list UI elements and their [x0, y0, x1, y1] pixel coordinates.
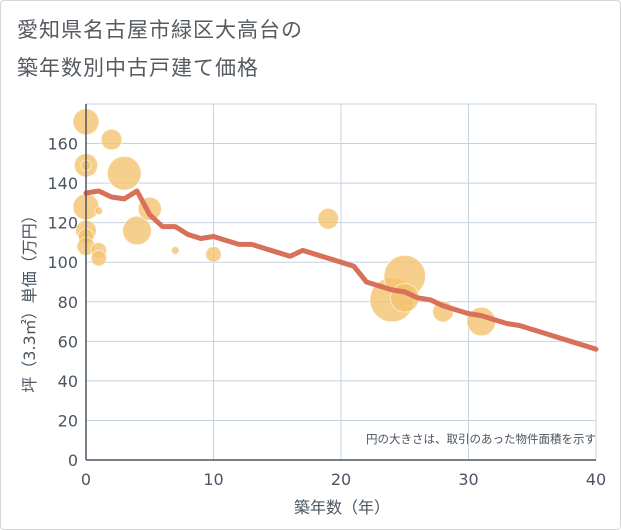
tick-labels: 0 10 20 30 40 0 20 40 60 80 100 120 140 160	[47, 135, 606, 489]
x-axis-label: 築年数（年）	[294, 498, 390, 517]
bubble-point	[170, 245, 180, 255]
bubble-point	[205, 246, 222, 263]
y-tick-label: 100	[47, 253, 78, 272]
bubble-point	[317, 207, 340, 230]
x-tick-label: 20	[331, 470, 351, 489]
x-tick-label: 10	[203, 470, 223, 489]
average-price-line	[83, 188, 599, 352]
x-tick-label: 30	[458, 470, 478, 489]
x-tick-label: 40	[586, 470, 606, 489]
y-tick-label: 60	[58, 332, 78, 351]
y-tick-label: 160	[47, 135, 78, 154]
bubble-size-note: 円の大きさは、取引のあった物件面積を示す	[366, 432, 596, 446]
bubble-point	[94, 206, 104, 216]
chart-title-line-1: 愛知県名古屋市緑区大高台の	[17, 18, 303, 42]
y-tick-label: 0	[68, 451, 78, 470]
y-tick-label: 140	[47, 174, 78, 193]
y-tick-label: 120	[47, 214, 78, 233]
bubble-point	[106, 155, 142, 191]
chart-title-line-2: 築年数別中古戸建て価格	[17, 56, 259, 80]
y-tick-label: 20	[58, 411, 78, 430]
axes	[85, 104, 596, 461]
line-layer	[83, 188, 599, 352]
gridlines	[86, 103, 597, 460]
bubble-point	[122, 215, 152, 246]
bubble-point	[100, 128, 123, 151]
y-tick-label: 40	[58, 372, 78, 391]
y-tick-label: 80	[58, 293, 78, 312]
x-tick-label: 0	[81, 470, 91, 489]
bubble-point	[90, 249, 108, 267]
y-axis-label: 坪（3.3㎡）単価（万円）	[20, 207, 39, 392]
